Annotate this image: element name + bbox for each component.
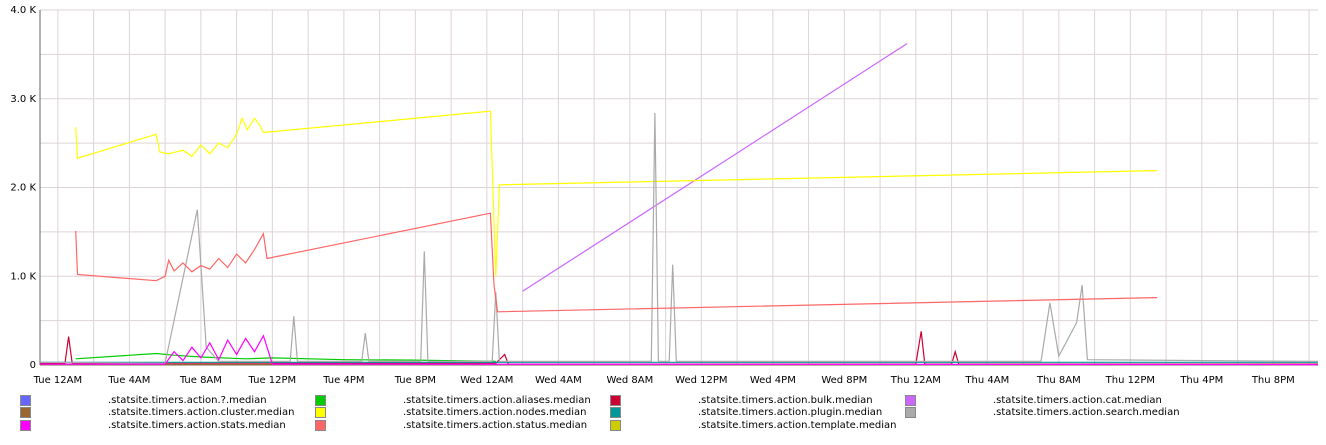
series-line-statsite-timers-action-nodes-median	[75, 110, 1158, 277]
legend-label: .statsite.timers.action.?.median	[108, 395, 267, 406]
x-tick-label: Tue 12AM	[33, 375, 82, 386]
legend-label: .statsite.timers.action.nodes.median	[403, 407, 587, 418]
x-axis-ticks: Tue 12AM Tue 4AM Tue 8AM Tue 12PM Tue 4PM Tue…	[33, 375, 1295, 386]
y-tick-label: 1.0 K	[10, 271, 36, 282]
series-line-statsite-timers-action-cat-median	[522, 43, 908, 292]
series-line-statsite-timers-action-status-median	[75, 212, 1158, 313]
x-tick-label: Wed 8AM	[606, 375, 653, 386]
legend-swatch	[315, 395, 326, 406]
legend-swatch	[315, 420, 326, 431]
series-line-statsite-timers-action-search-median	[39, 112, 1319, 364]
x-tick-label: Thu 12PM	[1105, 375, 1155, 386]
series-line-statsite-timers-action-aliases-median	[75, 352, 496, 362]
legend-swatch	[20, 395, 31, 406]
x-tick-label: Tue 12PM	[248, 375, 297, 386]
y-axis-ticks: 0 1.0 K 2.0 K 3.0 K 4.0 K	[10, 5, 36, 371]
series-line-statsite-timers-action-bulk-median	[40, 331, 1318, 365]
legend-swatch	[610, 395, 621, 406]
legend-label: .statsite.timers.action.search.median	[993, 407, 1180, 418]
x-tick-label: Wed 4AM	[535, 375, 582, 386]
y-tick-label: 3.0 K	[10, 94, 36, 105]
x-tick-label: Thu 12AM	[890, 375, 941, 386]
series-line-statsite-timers-action-stats-median	[40, 334, 1319, 366]
legend-label: .statsite.timers.action.bulk.median	[698, 395, 873, 406]
x-tick-label: Wed 8PM	[821, 375, 867, 386]
legend-label: .statsite.timers.action.aliases.median	[403, 395, 591, 406]
x-tick-label: Thu 8AM	[1036, 375, 1081, 386]
x-tick-label: Tue 4PM	[322, 375, 364, 386]
legend-label: .statsite.timers.action.template.median	[698, 420, 897, 431]
y-tick-label: 4.0 K	[10, 5, 36, 16]
legend-label: .statsite.timers.action.plugin.median	[698, 407, 883, 418]
x-tick-label: Thu 4AM	[964, 375, 1009, 386]
legend-swatch	[315, 407, 326, 418]
legend-swatch	[20, 407, 31, 418]
x-tick-label: Thu 8PM	[1251, 375, 1295, 386]
x-tick-label: Tue 8AM	[179, 375, 222, 386]
legend-swatch	[905, 407, 916, 418]
x-tick-label: Thu 4PM	[1179, 375, 1223, 386]
x-tick-label: Tue 4AM	[107, 375, 150, 386]
series-lines	[39, 43, 1319, 366]
y-tick-label: 2.0 K	[10, 183, 36, 194]
legend-label: .statsite.timers.action.cat.median	[993, 395, 1162, 406]
x-tick-label: Wed 12PM	[675, 375, 727, 386]
grid	[40, 9, 1318, 366]
x-tick-label: Wed 4PM	[750, 375, 796, 386]
x-tick-label: Wed 12AM	[460, 375, 513, 386]
legend-label: .statsite.timers.action.stats.median	[108, 420, 286, 431]
legend-swatch	[610, 407, 621, 418]
legend-swatch	[905, 395, 916, 406]
legend-label: .statsite.timers.action.cluster.median	[108, 407, 295, 418]
legend: .statsite.timers.action.?.median .statsit…	[0, 390, 1326, 445]
y-tick-label: 0	[30, 360, 36, 371]
legend-label: .statsite.timers.action.status.median	[403, 420, 588, 431]
legend-swatch	[20, 420, 31, 431]
line-chart: 01.0 K2.0 K3.0 K4.0 K Tue 12AM Tue 4AM Tue…	[10, 5, 1319, 386]
x-tick-label: Tue 8PM	[394, 375, 436, 386]
legend-swatch	[610, 420, 621, 431]
